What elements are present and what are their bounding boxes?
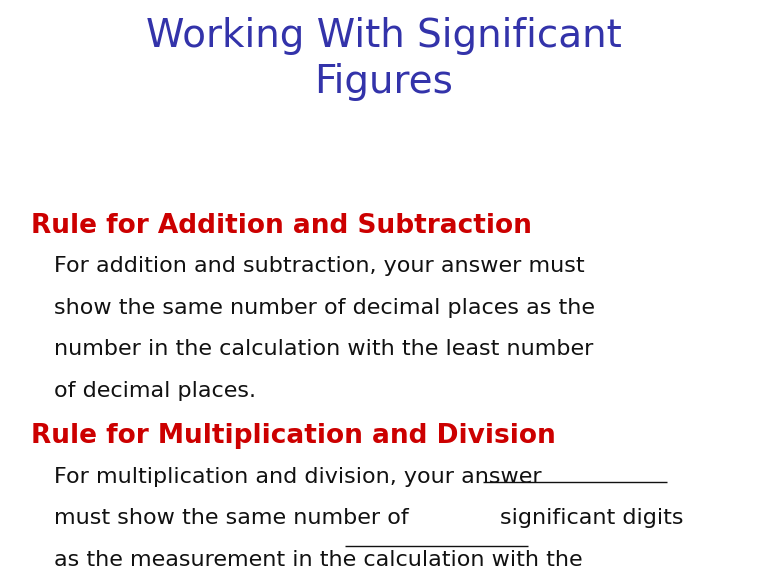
Text: as the measurement in the calculation with the: as the measurement in the calculation wi… (54, 550, 582, 570)
Text: number in the calculation with the least number: number in the calculation with the least… (54, 339, 593, 359)
Text: Rule for Addition and Subtraction: Rule for Addition and Subtraction (31, 213, 531, 239)
Text: Rule for Multiplication and Division: Rule for Multiplication and Division (31, 423, 555, 449)
Text: For multiplication and division, your answer: For multiplication and division, your an… (54, 467, 541, 487)
Text: must show the same number of: must show the same number of (54, 508, 415, 528)
Text: Working With Significant
Figures: Working With Significant Figures (146, 17, 622, 101)
Text: show the same number of decimal places as the: show the same number of decimal places a… (54, 298, 594, 318)
Text: For addition and subtraction, your answer must: For addition and subtraction, your answe… (54, 256, 584, 276)
Text: of decimal places.: of decimal places. (54, 381, 256, 401)
Text: significant digits: significant digits (499, 508, 683, 528)
